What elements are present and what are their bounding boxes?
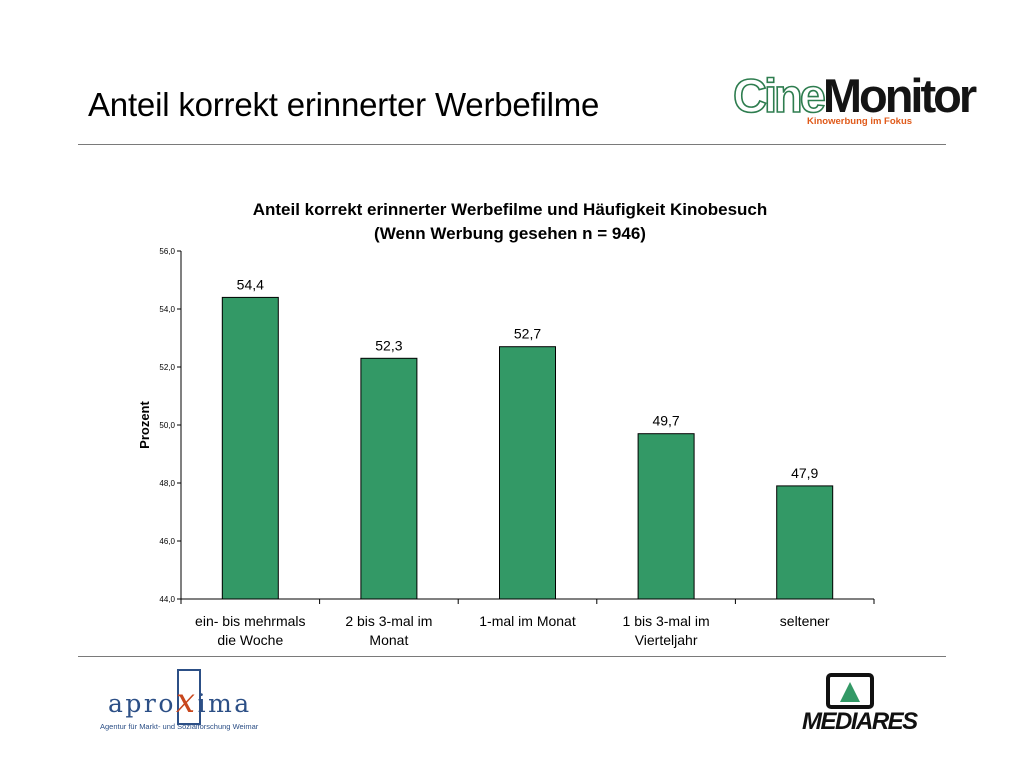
aproxima-logo-post: ima bbox=[197, 689, 252, 718]
slide-title: Anteil korrekt erinnerter Werbefilme bbox=[88, 86, 600, 123]
bottom-divider bbox=[78, 656, 946, 657]
screen-icon bbox=[826, 673, 874, 709]
category-label-line: 2 bis 3-mal im bbox=[345, 613, 433, 629]
data-label: 52,3 bbox=[375, 337, 402, 353]
x-axis bbox=[180, 598, 875, 604]
y-tick-label: 52,0 bbox=[159, 363, 175, 372]
y-tick-label: 50,0 bbox=[159, 421, 175, 430]
mediares-wordmark: MEDIARES bbox=[802, 708, 918, 735]
aproxima-logo: aproxima Agentur für Markt- und Sozialfo… bbox=[98, 665, 298, 740]
y-tick-label: 48,0 bbox=[159, 479, 175, 488]
category-label-line: die Woche bbox=[217, 632, 284, 648]
chart-title: Anteil korrekt erinnerter Werbefilme und… bbox=[252, 200, 768, 219]
aproxima-logo-x: x bbox=[175, 681, 198, 721]
category-label-line: 1 bis 3-mal im bbox=[622, 613, 710, 629]
category-label: ein- bis mehrmals die Woche bbox=[180, 612, 320, 650]
category-label-line: seltener bbox=[779, 613, 830, 629]
mediares-logo: MEDIARES bbox=[800, 672, 918, 738]
value-labels: 54,4 52,3 52,7 49,7 47,9 bbox=[237, 276, 819, 481]
bar bbox=[360, 357, 418, 600]
data-label: 47,9 bbox=[791, 465, 818, 481]
category-label-line: Monat bbox=[369, 632, 409, 648]
data-label: 49,7 bbox=[652, 413, 679, 429]
y-axis: 44,0 46,0 48,0 50,0 52,0 54,0 56,0 bbox=[159, 247, 182, 604]
aproxima-subtitle: Agentur für Markt- und Sozialforschung W… bbox=[100, 722, 259, 731]
aproxima-logo-pre: apro bbox=[108, 689, 176, 718]
bar bbox=[499, 346, 556, 600]
cinemonitor-logo: CineMonitor Kinowerbung im Fokus bbox=[732, 69, 977, 130]
data-label: 52,7 bbox=[514, 326, 541, 342]
y-tick-label: 46,0 bbox=[159, 537, 175, 546]
aproxima-x-mark bbox=[177, 669, 201, 725]
bars bbox=[221, 296, 834, 600]
chart-subtitle: (Wenn Werbung gesehen n = 946) bbox=[374, 224, 646, 243]
category-label-line: 1-mal im Monat bbox=[479, 613, 576, 629]
y-tick-label: 54,0 bbox=[159, 305, 175, 314]
y-tick-label: 56,0 bbox=[159, 247, 175, 256]
category-label: 2 bis 3-mal im Monat bbox=[319, 612, 459, 650]
category-label: 1 bis 3-mal im Vierteljahr bbox=[596, 612, 736, 650]
bar bbox=[776, 485, 834, 600]
category-label-line: Vierteljahr bbox=[634, 632, 698, 648]
category-label: seltener bbox=[735, 612, 875, 631]
cinemonitor-logo-monitor: Monitor bbox=[822, 69, 977, 122]
category-label-line: ein- bis mehrmals bbox=[195, 613, 306, 629]
y-axis-label: Prozent bbox=[137, 400, 152, 448]
cinemonitor-tagline: Kinowerbung im Fokus bbox=[807, 116, 913, 127]
bar bbox=[221, 296, 279, 600]
top-divider bbox=[78, 144, 946, 145]
bar bbox=[637, 433, 695, 600]
cinemonitor-logo-cine: Cine bbox=[732, 69, 826, 123]
data-label: 54,4 bbox=[237, 276, 264, 292]
category-label: 1-mal im Monat bbox=[458, 612, 598, 631]
y-tick-label: 44,0 bbox=[159, 595, 175, 604]
